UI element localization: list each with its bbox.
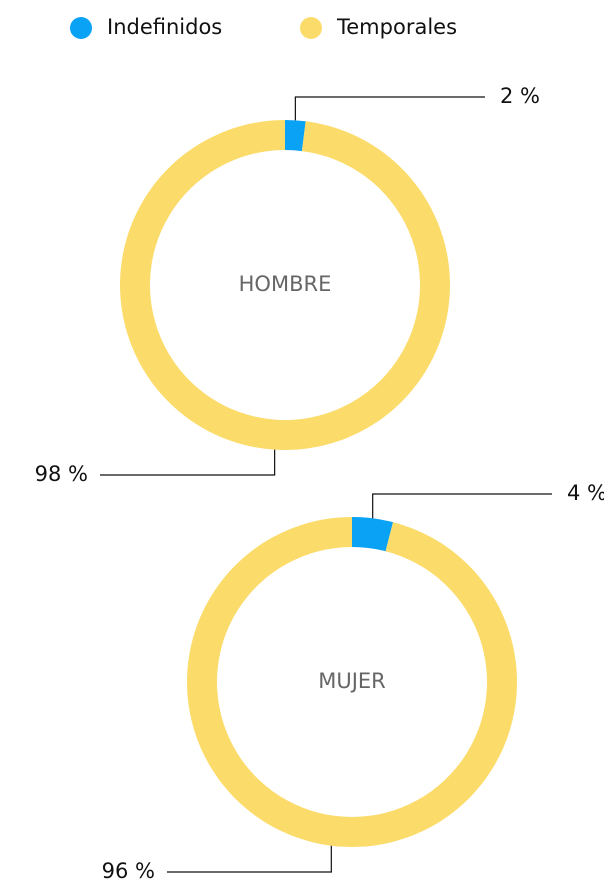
legend-swatch xyxy=(300,17,322,39)
center-label: MUJER xyxy=(318,669,386,693)
value-label: 2 % xyxy=(500,84,540,108)
leader-line xyxy=(167,845,332,873)
value-label: 96 % xyxy=(102,859,155,883)
leader-line xyxy=(372,493,552,519)
value-label: 98 % xyxy=(35,462,88,486)
leader-line xyxy=(100,449,276,476)
center-label: HOMBRE xyxy=(239,272,332,296)
value-label: 4 % xyxy=(567,481,604,505)
legend-label: Indefinidos xyxy=(107,15,222,39)
legend-swatch xyxy=(70,17,92,39)
leader-line xyxy=(294,96,485,121)
donut-segment xyxy=(285,120,306,152)
legend-label: Temporales xyxy=(336,15,457,39)
donut-segment xyxy=(352,517,394,552)
